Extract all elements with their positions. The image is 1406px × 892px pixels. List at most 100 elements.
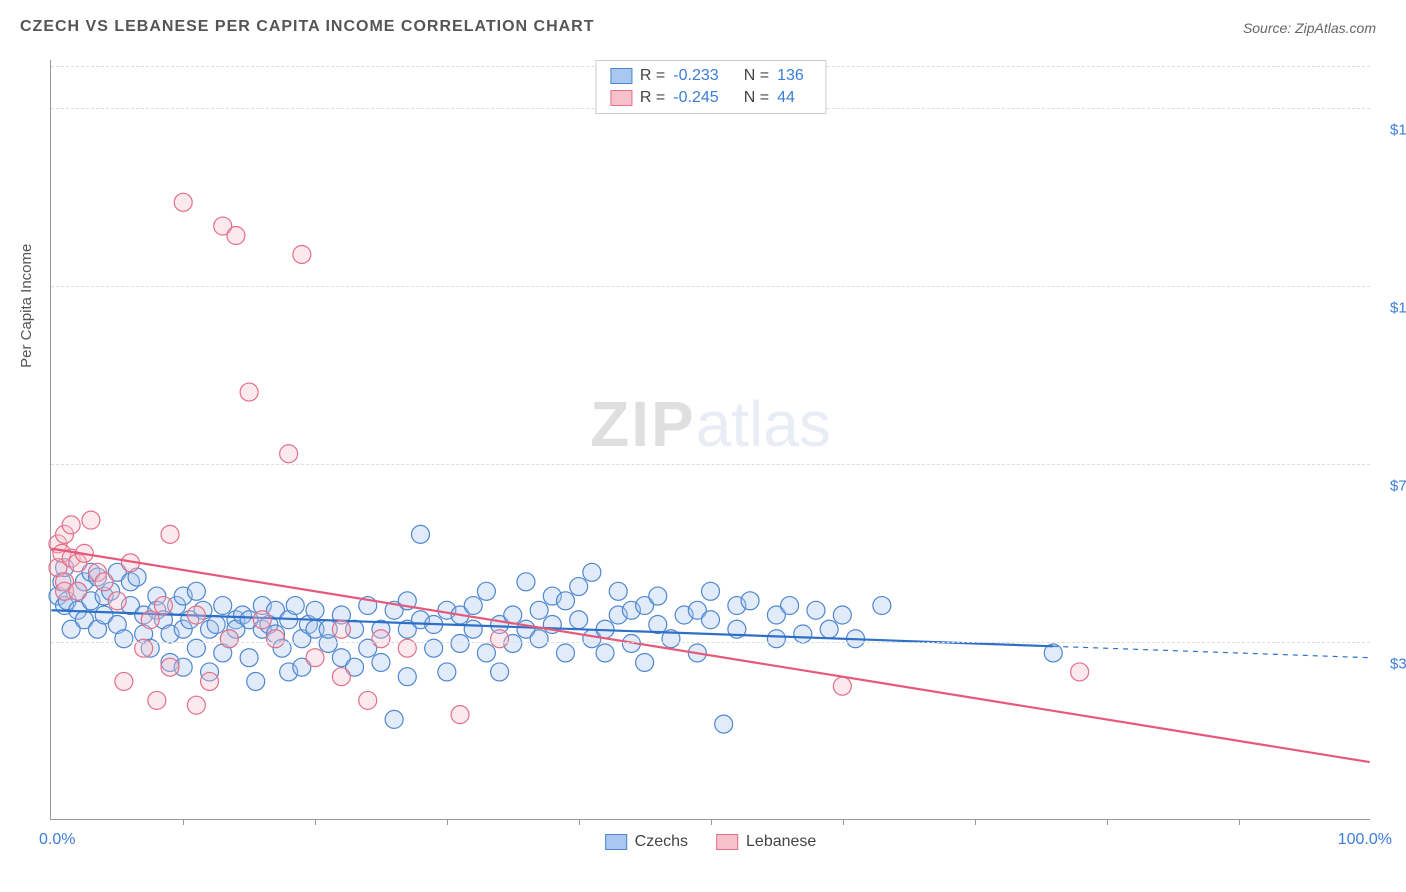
- data-point: [464, 597, 482, 615]
- data-point: [161, 658, 179, 676]
- trend-line-extrapolated: [1053, 646, 1369, 657]
- data-point: [491, 663, 509, 681]
- data-point: [702, 582, 720, 600]
- data-point: [201, 672, 219, 690]
- data-point: [187, 696, 205, 714]
- data-point: [286, 597, 304, 615]
- data-point: [372, 653, 390, 671]
- grid-line: [51, 464, 1370, 465]
- data-point: [794, 625, 812, 643]
- data-point: [115, 672, 133, 690]
- data-point: [69, 582, 87, 600]
- data-point: [767, 630, 785, 648]
- data-point: [464, 620, 482, 638]
- data-point: [491, 630, 509, 648]
- legend-r-value: -0.245: [673, 89, 731, 107]
- data-point: [807, 601, 825, 619]
- data-point: [372, 630, 390, 648]
- data-point: [873, 597, 891, 615]
- data-point: [280, 445, 298, 463]
- legend-r-label: R =: [640, 67, 665, 85]
- data-point: [187, 606, 205, 624]
- x-tick: [447, 819, 448, 825]
- data-point: [557, 592, 575, 610]
- y-tick-label: $37,500: [1380, 655, 1406, 672]
- data-point: [398, 668, 416, 686]
- data-point: [570, 611, 588, 629]
- series-legend-item: Lebanese: [716, 833, 816, 851]
- source-label: Source: ZipAtlas.com: [1243, 20, 1376, 36]
- data-point: [557, 644, 575, 662]
- data-point: [62, 516, 80, 534]
- grid-line: [51, 286, 1370, 287]
- data-point: [596, 644, 614, 662]
- legend-swatch: [716, 834, 738, 850]
- chart-title: CZECH VS LEBANESE PER CAPITA INCOME CORR…: [20, 18, 595, 36]
- data-point: [781, 597, 799, 615]
- x-tick: [183, 819, 184, 825]
- data-point: [583, 563, 601, 581]
- data-point: [266, 630, 284, 648]
- data-point: [517, 573, 535, 591]
- data-point: [530, 630, 548, 648]
- data-point: [741, 592, 759, 610]
- data-point: [833, 677, 851, 695]
- correlation-legend-row: R =-0.245 N =44: [610, 87, 811, 109]
- data-point: [438, 663, 456, 681]
- series-legend-label: Czechs: [635, 833, 688, 851]
- data-point: [253, 611, 271, 629]
- data-point: [702, 611, 720, 629]
- correlation-legend: R =-0.233 N =136R =-0.245 N =44: [595, 60, 826, 114]
- legend-n-value: 44: [777, 89, 811, 107]
- legend-swatch: [610, 90, 632, 106]
- data-point: [609, 582, 627, 600]
- data-point: [451, 634, 469, 652]
- series-legend-item: Czechs: [605, 833, 688, 851]
- data-point: [207, 616, 225, 634]
- legend-r-value: -0.233: [673, 67, 731, 85]
- chart-area: ZIPatlas R =-0.233 N =136R =-0.245 N =44…: [50, 60, 1370, 820]
- grid-line: [51, 642, 1370, 643]
- y-tick-label: $112,500: [1380, 299, 1406, 316]
- data-point: [451, 706, 469, 724]
- data-point: [477, 582, 495, 600]
- series-legend: Czechs Lebanese: [605, 833, 817, 851]
- x-tick: [843, 819, 844, 825]
- legend-n-label: N =: [739, 89, 769, 107]
- data-point: [115, 630, 133, 648]
- data-point: [715, 715, 733, 733]
- data-point: [214, 597, 232, 615]
- data-point: [240, 383, 258, 401]
- data-point: [141, 611, 159, 629]
- data-point: [227, 227, 245, 245]
- y-tick-label: $150,000: [1380, 121, 1406, 138]
- data-point: [833, 606, 851, 624]
- data-point: [161, 525, 179, 543]
- data-point: [636, 653, 654, 671]
- data-point: [385, 710, 403, 728]
- plot-svg: [51, 60, 1370, 819]
- x-tick: [711, 819, 712, 825]
- x-tick: [1107, 819, 1108, 825]
- y-tick-label: $75,000: [1380, 477, 1406, 494]
- x-tick: [975, 819, 976, 825]
- data-point: [477, 644, 495, 662]
- data-point: [174, 193, 192, 211]
- x-tick: [1239, 819, 1240, 825]
- y-axis-label: Per Capita Income: [18, 244, 35, 368]
- data-point: [293, 246, 311, 264]
- data-point: [411, 525, 429, 543]
- data-point: [820, 620, 838, 638]
- data-point: [530, 601, 548, 619]
- legend-swatch: [610, 68, 632, 84]
- data-point: [108, 592, 126, 610]
- data-point: [82, 511, 100, 529]
- data-point: [332, 668, 350, 686]
- data-point: [154, 597, 172, 615]
- data-point: [359, 691, 377, 709]
- correlation-legend-row: R =-0.233 N =136: [610, 65, 811, 87]
- data-point: [95, 573, 113, 591]
- data-point: [306, 649, 324, 667]
- data-point: [220, 630, 238, 648]
- data-point: [247, 672, 265, 690]
